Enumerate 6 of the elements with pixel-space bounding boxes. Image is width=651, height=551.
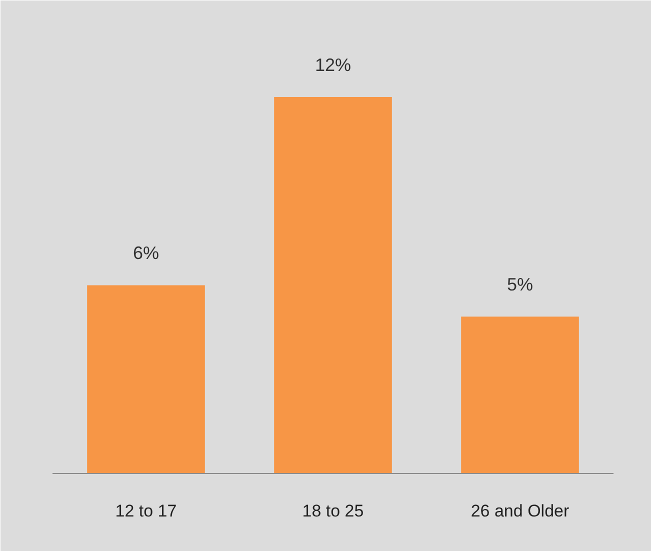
- x-tick-label: 18 to 25: [302, 502, 364, 520]
- data-label: 12%: [314, 54, 352, 75]
- x-tick-label: 26 and Older: [470, 502, 570, 520]
- data-label: 6%: [132, 243, 160, 264]
- data-label: 5%: [506, 274, 534, 295]
- x-tick-label: 12 to 17: [115, 502, 177, 520]
